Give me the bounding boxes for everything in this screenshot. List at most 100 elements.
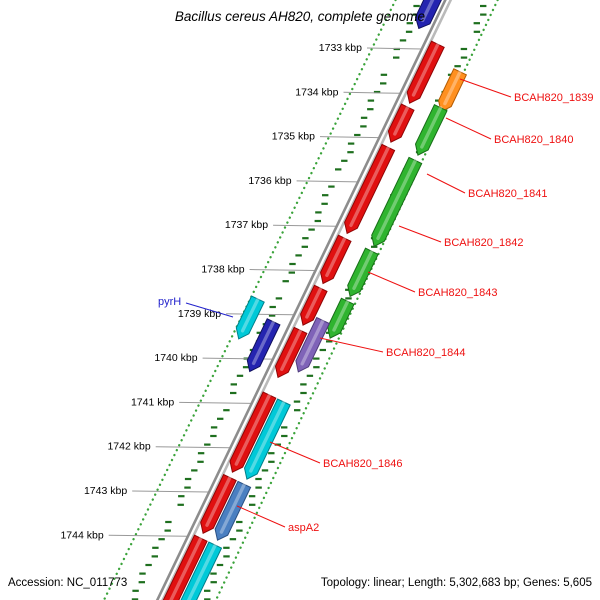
gene-arrow-BCAH820_1846[interactable] [243, 398, 291, 480]
minor-tick-dash [197, 452, 205, 455]
minor-tick-dash [204, 589, 211, 592]
minor-tick-dash [255, 477, 262, 481]
minor-tick-dash [293, 400, 301, 403]
gene-arrow-cds-7[interactable] [229, 391, 277, 473]
minor-tick-dash [367, 99, 375, 102]
minor-tick-dash [223, 555, 230, 558]
kbp-tick-line [226, 313, 294, 316]
gene-label-BCAH820_1844[interactable]: BCAH820_1844 [386, 347, 466, 359]
minor-tick-dash [380, 82, 387, 85]
minor-tick-dash [321, 202, 328, 205]
gene-arrow-BCAH820_1839[interactable] [438, 68, 468, 113]
minor-tick-dash [406, 22, 413, 25]
minor-tick-dash [255, 486, 262, 489]
minor-tick-dash [294, 409, 301, 412]
gene-arrow-pyrH-inner[interactable] [246, 318, 281, 373]
kbp-tick-label: 1738 kbp [201, 264, 244, 276]
accession-text: Accession: NC_011773 [8, 577, 128, 589]
label-leader-line [459, 78, 512, 98]
gene-arrow-gene-upstream[interactable] [414, 0, 452, 30]
minor-tick-dash [480, 4, 487, 8]
kbp-tick-line [179, 401, 252, 404]
minor-tick-dash [288, 271, 295, 274]
kbp-tick-label: 1744 kbp [60, 529, 103, 541]
minor-tick-dash [249, 503, 256, 506]
minor-tick-dash [197, 460, 204, 463]
label-leader-line [426, 173, 466, 194]
gene-arrow-highlight [169, 536, 203, 600]
gene-arrow-BCAH820_1841[interactable] [371, 156, 423, 248]
gene-label-BCAH820_1839[interactable]: BCAH820_1839 [514, 92, 594, 104]
gene-arrow-highlight [332, 299, 350, 332]
gene-arrow-cds-1[interactable] [406, 40, 445, 104]
gene-arrow-cds-2[interactable] [387, 103, 415, 143]
gene-label-BCAH820_1843[interactable]: BCAH820_1843 [418, 287, 498, 299]
kbp-tick-line [273, 224, 337, 227]
gene-arrow-highlight [280, 328, 303, 371]
minor-tick-dash [132, 589, 139, 592]
gene-arrow-BCAH820_1843[interactable] [327, 297, 355, 339]
minor-tick-dash [460, 47, 468, 51]
gene-arrow-cds-3[interactable] [344, 143, 396, 235]
minor-tick-dash [354, 133, 361, 137]
kbp-tick-line [249, 269, 316, 271]
gene-arrow-cds-6[interactable] [274, 326, 308, 379]
minor-tick-dash [306, 374, 314, 377]
minor-tick-dash [341, 159, 348, 162]
minor-tick-dash [230, 391, 237, 395]
minor-tick-dash [268, 314, 276, 317]
gene-arrow-highlight [352, 249, 374, 290]
minor-tick-dash [393, 56, 400, 59]
minor-tick-dash [360, 116, 368, 119]
gene-arrow-cds-4[interactable] [320, 234, 352, 285]
gene-label-BCAH820_1840[interactable]: BCAH820_1840 [494, 134, 574, 146]
kbp-tick-label: 1736 kbp [248, 175, 291, 187]
minor-tick-dash [165, 520, 172, 524]
minor-tick-dash [178, 495, 185, 498]
gene-arrow-BCAH820_1840[interactable] [414, 104, 448, 156]
gene-arrow-cds-9[interactable] [162, 534, 208, 600]
kbp-tick-label: 1735 kbp [272, 131, 315, 143]
gene-label-BCAH820_1841[interactable]: BCAH820_1841 [468, 188, 548, 200]
gene-label-pyrH[interactable]: pyrH [158, 296, 181, 308]
minor-tick-dash [399, 39, 407, 42]
kbp-tick-line [343, 91, 401, 94]
minor-tick-dash [335, 168, 342, 171]
minor-tick-dash [473, 30, 481, 33]
minor-tick-dash [191, 469, 198, 472]
gene-arrow-aspA2[interactable] [214, 480, 252, 541]
minor-tick-dash [145, 563, 152, 567]
gene-label-aspA2[interactable]: aspA2 [288, 522, 319, 534]
minor-tick-dash [473, 22, 480, 25]
gene-arrow-BCAH820_1844[interactable] [295, 316, 330, 373]
kbp-tick-line [366, 47, 422, 50]
minor-tick-dash [360, 125, 367, 128]
kbp-tick-label: 1737 kbp [225, 219, 268, 231]
label-leader-line [445, 117, 492, 140]
gene-arrow-cds-8[interactable] [200, 473, 237, 535]
gene-arrow-highlight [393, 105, 410, 136]
minor-tick-dash [177, 503, 184, 506]
minor-tick-dash [300, 383, 307, 386]
gene-label-BCAH820_1842[interactable]: BCAH820_1842 [444, 237, 524, 249]
gene-arrow-BCAH820_1842[interactable] [347, 247, 379, 298]
gene-arrow-highlight [421, 0, 435, 23]
kbp-tick-label: 1739 kbp [178, 308, 221, 320]
minor-tick-dash [300, 391, 307, 395]
minor-tick-dash [301, 245, 308, 248]
gene-arrow-gene-downstream[interactable] [176, 541, 223, 600]
minor-tick-dash [242, 366, 250, 369]
gene-arrow-highlight [186, 543, 217, 600]
minor-tick-dash [405, 30, 413, 33]
label-leader-line [269, 441, 321, 464]
minor-tick-dash [380, 73, 388, 76]
gene-label-BCAH820_1846[interactable]: BCAH820_1846 [323, 458, 403, 470]
kbp-tick-line [155, 446, 231, 449]
gene-arrow-cds-5[interactable] [300, 284, 328, 326]
gene-arrow-pyrH-outer[interactable] [235, 295, 265, 340]
minor-tick-dash [229, 538, 237, 541]
kbp-tick-line [319, 136, 379, 139]
gene-arrow-highlight [249, 400, 286, 473]
minor-tick-dash [204, 443, 211, 446]
gene-arrow-highlight [300, 318, 325, 366]
